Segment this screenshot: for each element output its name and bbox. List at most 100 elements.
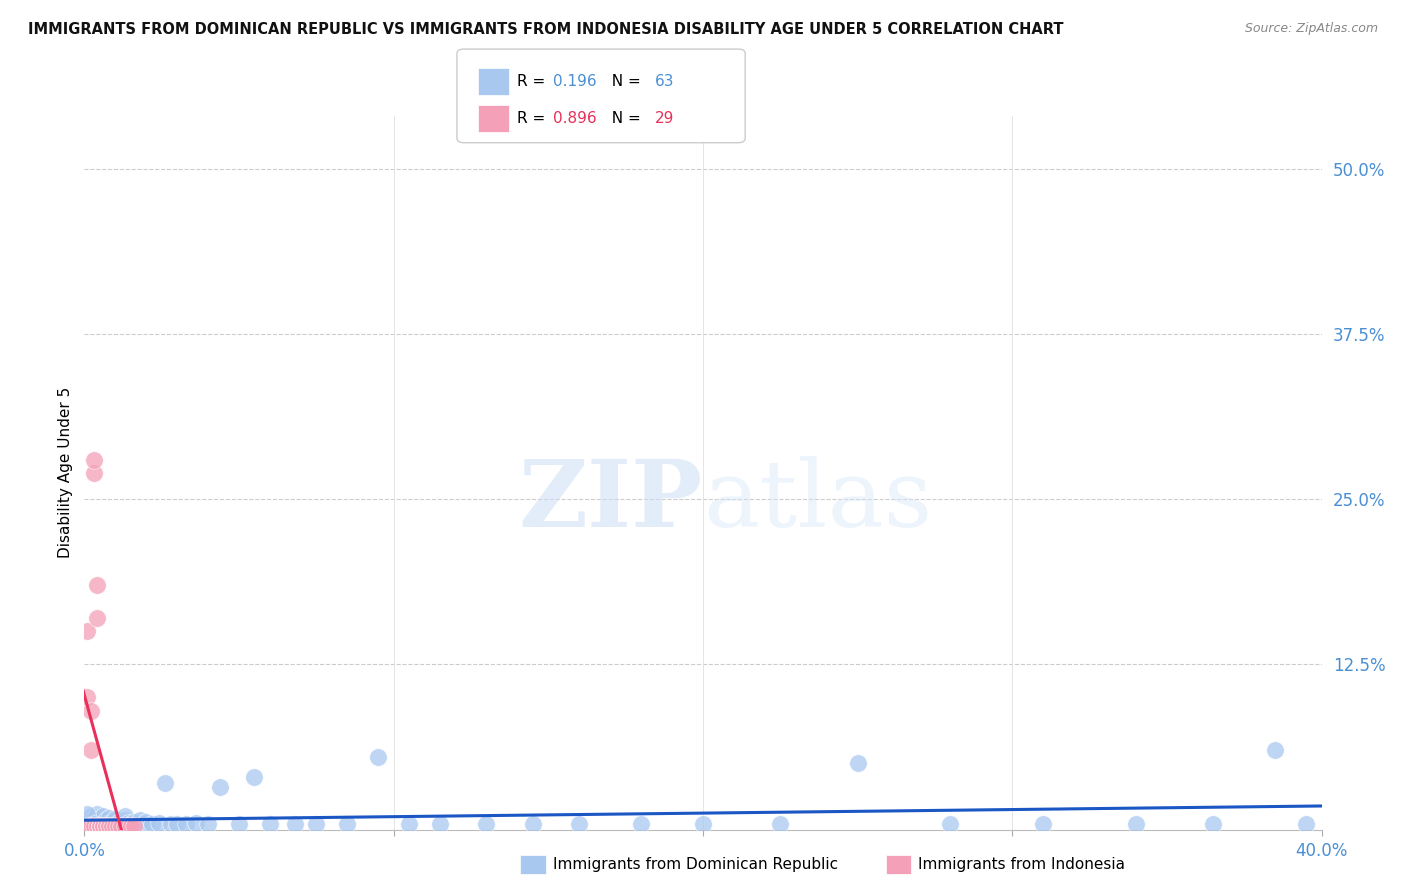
Point	[630, 817, 652, 831]
Point	[1202, 817, 1225, 831]
Point	[94, 814, 117, 828]
Point	[122, 814, 145, 829]
Point	[76, 819, 98, 833]
Point	[94, 819, 117, 833]
Point	[132, 817, 155, 831]
Point	[91, 819, 114, 833]
Point	[101, 814, 124, 829]
Point	[83, 452, 105, 467]
Point	[104, 819, 127, 833]
Point	[120, 819, 142, 833]
Point	[284, 817, 307, 831]
Point	[166, 817, 188, 831]
Point	[98, 819, 121, 833]
Point	[114, 819, 136, 833]
Point	[86, 814, 108, 829]
Point	[101, 817, 124, 831]
Point	[76, 819, 98, 833]
Point	[117, 816, 139, 830]
Text: Immigrants from Indonesia: Immigrants from Indonesia	[918, 857, 1125, 871]
Text: IMMIGRANTS FROM DOMINICAN REPUBLIC VS IMMIGRANTS FROM INDONESIA DISABILITY AGE U: IMMIGRANTS FROM DOMINICAN REPUBLIC VS IM…	[28, 22, 1063, 37]
Text: 0.196: 0.196	[553, 74, 596, 89]
Point	[336, 817, 359, 831]
Point	[86, 611, 108, 625]
Point	[153, 776, 176, 790]
Point	[769, 817, 792, 831]
Text: R =: R =	[517, 111, 551, 126]
Point	[117, 819, 139, 833]
Point	[89, 812, 111, 826]
Point	[79, 816, 101, 830]
Point	[110, 819, 132, 833]
Point	[94, 819, 117, 833]
Point	[91, 809, 114, 823]
Point	[429, 817, 451, 831]
Point	[1032, 817, 1054, 831]
Point	[83, 466, 105, 480]
Point	[89, 819, 111, 833]
Point	[83, 812, 105, 826]
Point	[120, 817, 142, 831]
Point	[86, 578, 108, 592]
Point	[104, 812, 127, 826]
Point	[98, 811, 121, 825]
Point	[160, 817, 183, 831]
Point	[475, 817, 498, 831]
Point	[79, 819, 101, 833]
Point	[228, 817, 250, 831]
Text: Immigrants from Dominican Republic: Immigrants from Dominican Republic	[553, 857, 838, 871]
Point	[939, 817, 962, 831]
Point	[125, 817, 148, 831]
Point	[129, 814, 152, 828]
Y-axis label: Disability Age Under 5: Disability Age Under 5	[58, 387, 73, 558]
Text: ZIP: ZIP	[519, 457, 703, 546]
Point	[89, 819, 111, 833]
Text: Source: ZipAtlas.com: Source: ZipAtlas.com	[1244, 22, 1378, 36]
Text: atlas: atlas	[703, 457, 932, 546]
Text: 29: 29	[655, 111, 675, 126]
Point	[1295, 817, 1317, 831]
Point	[76, 806, 98, 821]
Point	[692, 817, 714, 831]
Point	[76, 624, 98, 639]
Point	[568, 817, 591, 831]
Point	[367, 750, 389, 764]
Point	[86, 819, 108, 833]
Text: 0.896: 0.896	[553, 111, 596, 126]
Point	[259, 817, 281, 831]
Text: R =: R =	[517, 74, 551, 89]
Point	[79, 704, 101, 718]
Point	[98, 819, 121, 833]
Text: 63: 63	[655, 74, 675, 89]
Point	[79, 809, 101, 823]
Point	[94, 819, 117, 833]
Point	[1264, 743, 1286, 757]
Point	[197, 817, 219, 831]
Point	[83, 817, 105, 831]
Point	[114, 809, 136, 823]
Point	[398, 817, 420, 831]
Point	[110, 817, 132, 831]
Text: N =: N =	[602, 111, 645, 126]
Point	[107, 816, 129, 830]
Point	[91, 817, 114, 831]
Point	[89, 819, 111, 833]
Point	[76, 690, 98, 705]
Point	[107, 819, 129, 833]
Point	[86, 806, 108, 821]
Point	[79, 743, 101, 757]
Point	[98, 816, 121, 830]
Point	[122, 819, 145, 833]
Point	[184, 816, 207, 830]
Point	[104, 819, 127, 833]
Point	[522, 817, 544, 831]
Point	[305, 817, 328, 831]
Point	[83, 819, 105, 833]
Point	[83, 817, 105, 831]
Point	[89, 819, 111, 833]
Point	[91, 819, 114, 833]
Point	[141, 817, 163, 831]
Point	[101, 819, 124, 833]
Point	[1125, 817, 1147, 831]
Point	[148, 816, 170, 830]
